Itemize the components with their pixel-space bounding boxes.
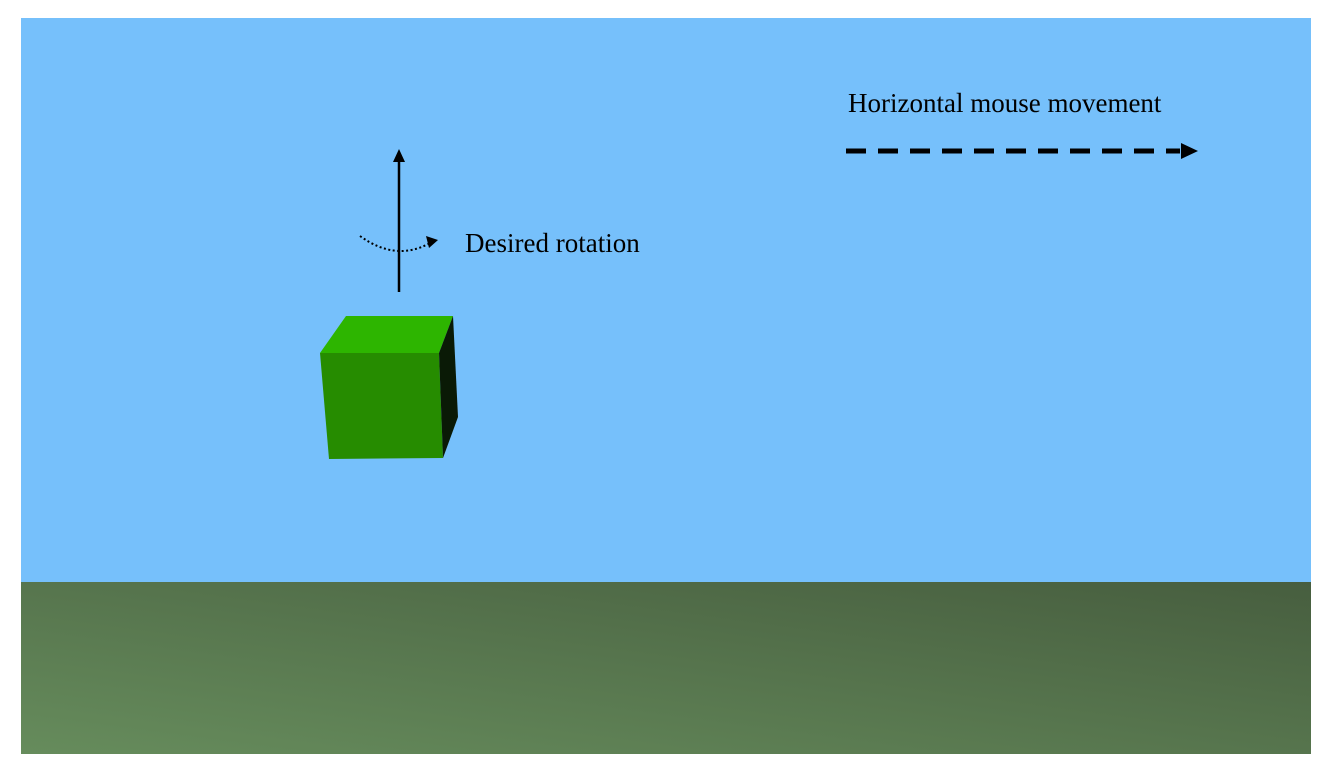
green-cube[interactable]	[320, 316, 458, 459]
ground-plane	[21, 582, 1311, 754]
cube-top-face	[320, 316, 453, 353]
cube-front-face	[320, 353, 443, 459]
mouse-movement-label: Horizontal mouse movement	[848, 88, 1162, 118]
rotation-direction-arrow	[359, 235, 438, 252]
rotation-label: Desired rotation	[465, 228, 640, 258]
mouse-movement-arrow	[846, 143, 1198, 159]
sky-background	[21, 18, 1311, 582]
cube-side-face	[439, 316, 458, 458]
rotation-axis-arrow	[393, 149, 405, 292]
